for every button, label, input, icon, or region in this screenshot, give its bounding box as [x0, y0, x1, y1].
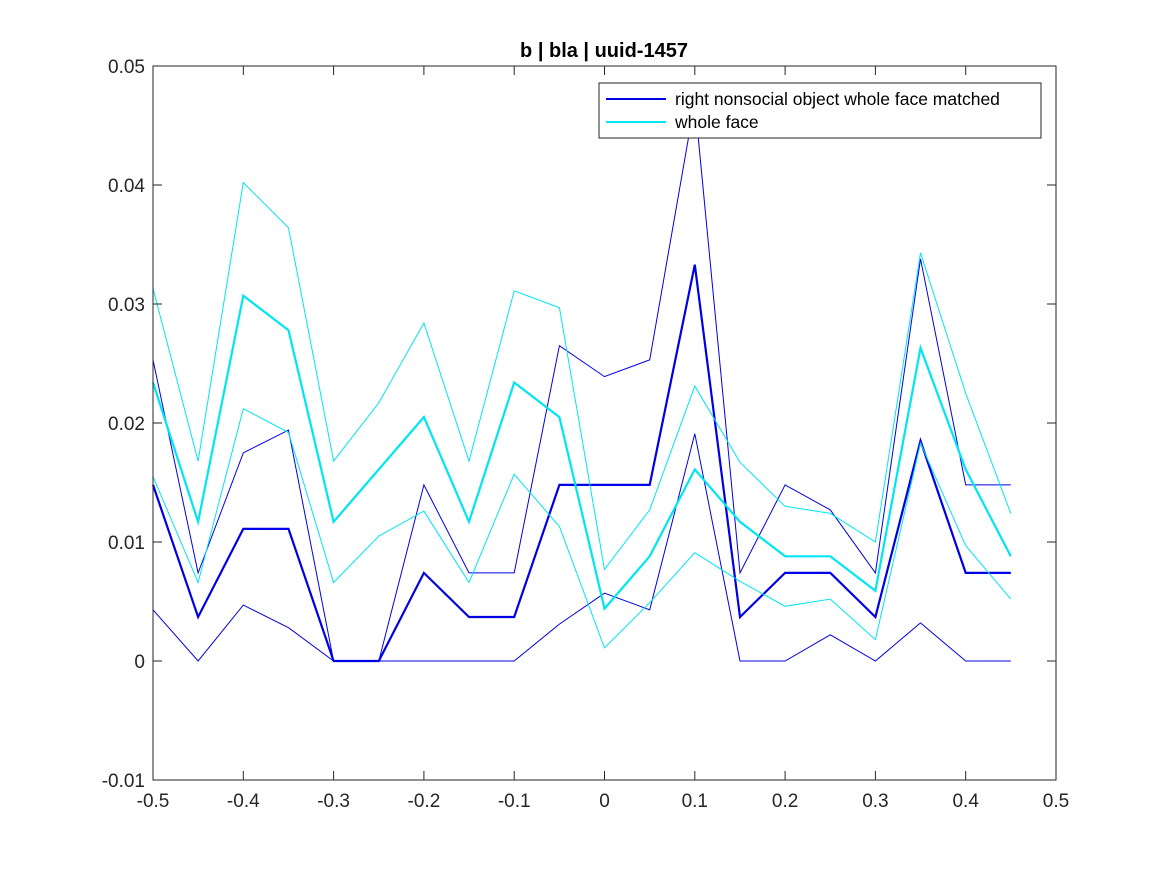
ticks-layer: -0.5 -0.4 -0.3 -0.2 -0.1 0 0.1 0.2 0.3 0.4 0.5 -0.0…: [102, 57, 1070, 812]
x-tick-label: 0: [599, 791, 610, 812]
y-tick-label: 0.04: [108, 176, 145, 197]
series-0-lower-bound-line: [152, 433, 1011, 662]
legend-box: [598, 82, 1042, 139]
x-tick-label: -0.2: [408, 791, 441, 812]
x-tick-label: 0.4: [952, 791, 979, 812]
series-0-upper-bound-line: [152, 101, 1011, 662]
y-tick-label: 0.03: [108, 295, 145, 316]
x-tick-label: -0.4: [227, 791, 260, 812]
chart-title: b | bla | uuid-1457: [520, 40, 688, 62]
x-tick-label: 0.3: [862, 791, 888, 812]
series-1-upper-bound-line: [152, 181, 1012, 571]
x-tick-label: 0.2: [772, 791, 798, 812]
y-tick-label: 0.02: [108, 414, 145, 435]
plot-background: [153, 66, 1056, 780]
series-layer: [151, 101, 1012, 663]
legend-label-1: whole face: [674, 112, 759, 132]
y-tick-label: 0: [134, 652, 145, 673]
x-tick-label: -0.5: [137, 791, 170, 812]
series-1-lower-bound-line: [152, 407, 1012, 649]
y-tick-label: 0.01: [108, 533, 145, 554]
y-tick-label: 0.05: [108, 57, 145, 78]
series-0-mean-line: [151, 264, 1011, 663]
x-tick-label: 0.5: [1043, 791, 1069, 812]
legend-label-0: right nonsocial object whole face matche…: [675, 89, 1000, 109]
x-tick-label: -0.3: [317, 791, 350, 812]
x-tick-label: -0.1: [498, 791, 531, 812]
x-tick-label: 0.1: [682, 791, 708, 812]
series-1-mean-line: [151, 293, 1012, 611]
legend[interactable]: right nonsocial object whole face matche…: [598, 82, 1042, 139]
y-tick-label: -0.01: [102, 771, 145, 792]
